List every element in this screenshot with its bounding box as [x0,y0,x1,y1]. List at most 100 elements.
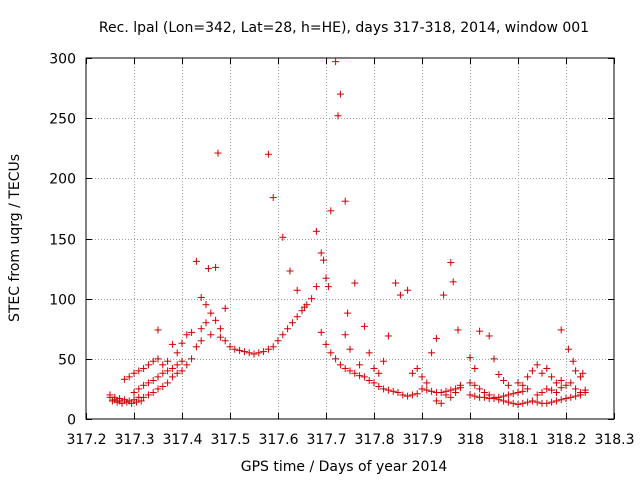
data-point [279,233,287,241]
data-point [533,361,541,369]
data-point [500,397,508,405]
data-point [288,319,296,327]
data-point [168,364,176,372]
data-point [207,331,215,339]
y-axis-label: STEC from uqrg / TECUs [7,154,23,322]
data-point [341,197,349,205]
data-point [432,397,440,405]
data-point [533,398,541,406]
axis-ticks: 317.2 317.3 317.4 317.5 317.6 317.7 317.8 317.9… [49,52,634,449]
data-point [528,397,536,405]
data-point [236,346,244,354]
data-point [192,343,200,351]
data-point [279,331,287,339]
data-point [164,357,172,365]
data-point [106,391,114,399]
data-points [106,58,589,409]
data-point [476,385,484,393]
data-point [485,332,493,340]
data-point [204,265,212,273]
data-point [466,379,474,387]
data-point [495,396,503,404]
data-point [116,395,124,403]
data-point [557,396,565,404]
data-point [418,385,426,393]
x-tick-label: 317.7 [306,432,346,448]
data-point [135,367,143,375]
data-point [149,389,157,397]
data-point [351,369,359,377]
data-point [341,364,349,372]
data-point [524,373,532,381]
data-point [552,389,560,397]
data-point [514,389,522,397]
data-point [178,339,186,347]
data-point [567,379,575,387]
data-point [413,364,421,372]
data-point [300,303,308,311]
data-point [454,326,462,334]
x-tick-label: 318 [457,432,484,448]
y-tick-label: 0 [67,413,76,429]
data-point [552,379,560,387]
data-point [562,381,570,389]
data-point [581,386,589,394]
data-point [137,397,145,405]
data-point [552,397,560,405]
data-point [308,295,316,303]
data-point [264,345,272,353]
data-point [144,361,152,369]
data-point [183,361,191,369]
data-point [365,376,373,384]
plot-frame [85,57,615,420]
data-point [404,392,412,400]
data-point [178,357,186,365]
data-point [392,279,400,287]
data-point [202,319,210,327]
data-point [159,369,167,377]
data-point [569,357,577,365]
data-point [173,369,181,377]
data-point [447,393,455,401]
data-point [149,376,157,384]
data-point [140,364,148,372]
data-point [118,399,126,407]
data-point [557,376,565,384]
data-point [394,389,402,397]
data-point [564,345,572,353]
data-point [344,309,352,317]
data-point [336,361,344,369]
data-point [437,389,445,397]
data-point [154,326,162,334]
data-point [351,279,359,287]
data-point [332,58,340,66]
data-point [572,385,580,393]
data-point [384,332,392,340]
x-tick-label: 317.5 [210,432,250,448]
data-point [428,387,436,395]
data-point [173,349,181,357]
data-point [125,373,133,381]
data-point [519,381,527,389]
data-point [509,399,517,407]
data-point [178,367,186,375]
data-point [504,391,512,399]
data-point [221,337,229,345]
x-tick-label: 318.2 [546,432,586,448]
y-tick-label: 200 [49,172,76,188]
data-point [324,283,332,291]
data-point [380,385,388,393]
data-point [317,328,325,336]
x-tick-label: 317.6 [258,432,298,448]
data-point [449,278,457,286]
data-point [480,389,488,397]
data-point [509,390,517,398]
data-point [197,293,205,301]
y-tick-label: 50 [58,353,76,369]
data-point [360,373,368,381]
y-tick-label: 250 [49,112,76,128]
data-point [298,307,306,315]
data-point [404,286,412,294]
y-tick-label: 300 [49,52,76,68]
data-point [423,386,431,394]
